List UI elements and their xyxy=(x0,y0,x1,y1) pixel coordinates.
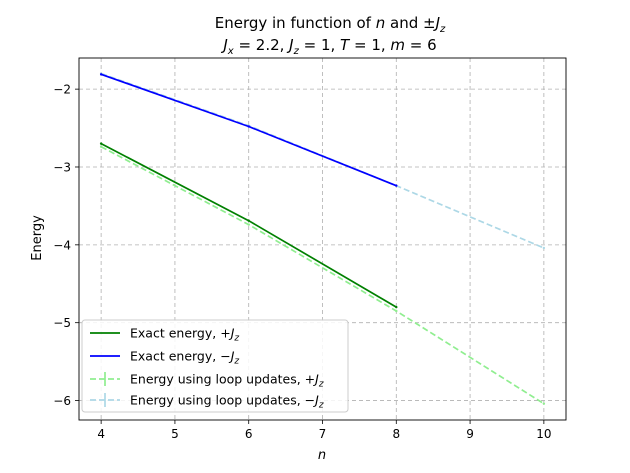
x-tick-label: 6 xyxy=(245,427,253,441)
x-tick-label: 8 xyxy=(392,427,400,441)
data-point-2-3 xyxy=(542,402,546,405)
data-point-1-1 xyxy=(247,125,250,128)
data-point-0-0 xyxy=(99,142,103,145)
chart-title: Energy in function of n and ±Jz xyxy=(215,14,446,35)
legend-box xyxy=(81,319,349,413)
y-tick-label: −2 xyxy=(53,83,71,97)
data-point-0-2 xyxy=(395,305,398,309)
legend-label-loop-minus: Energy using loop updates, −Jz xyxy=(130,393,324,411)
legend: Exact energy, +Jz Exact energy, −Jz Ener… xyxy=(81,319,349,413)
y-tick-label: −4 xyxy=(53,238,71,252)
series-line-2 xyxy=(100,145,545,405)
x-tick-label: 9 xyxy=(466,427,474,441)
plot-frame xyxy=(78,57,567,421)
data-point-3-3 xyxy=(542,246,546,250)
chart-subtitle: Jx = 2.2, Jz = 1, T = 1, m = 6 xyxy=(220,36,436,57)
data-point-2-0 xyxy=(99,145,103,148)
legend-label-loop-plus: Energy using loop updates, +Jz xyxy=(130,372,324,390)
y-tick-label: −3 xyxy=(53,160,71,174)
data-point-1-2 xyxy=(395,184,398,187)
data-point-2-2 xyxy=(395,309,398,313)
x-tick-label: 7 xyxy=(319,427,327,441)
data-point-2-1 xyxy=(247,223,250,226)
y-axis-label: Energy xyxy=(30,215,45,261)
x-tick-label: 4 xyxy=(97,427,105,441)
data-point-0-1 xyxy=(247,219,250,222)
series-layer xyxy=(99,72,546,405)
x-tick-label: 5 xyxy=(171,427,179,441)
y-tick-label: −6 xyxy=(53,394,71,408)
x-axis-label: n xyxy=(318,448,326,463)
legend-label-exact-minus: Exact energy, −Jz xyxy=(130,349,239,367)
legend-label-exact-plus: Exact energy, +Jz xyxy=(130,326,239,344)
axes: 4 5 6 7 8 9 10 −6 −5 −4 −3 −2 xyxy=(53,57,567,441)
x-tick-label: 10 xyxy=(536,427,551,441)
y-tick-label: −5 xyxy=(53,316,71,330)
data-point-1-0 xyxy=(99,73,103,76)
